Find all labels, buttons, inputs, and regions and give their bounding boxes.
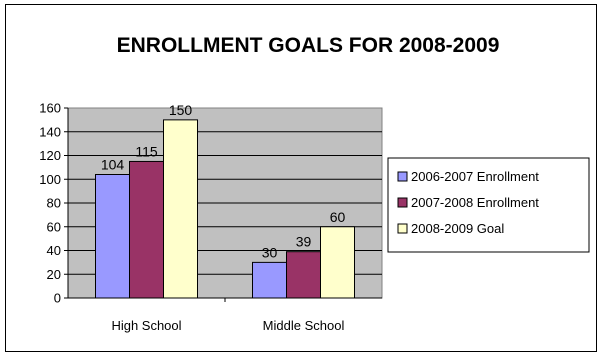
plot-area: 0 20 40 60 80 100 120 140 160 104 115 150 High Schoo…	[39, 101, 383, 333]
data-label: 60	[330, 209, 346, 225]
legend-label: 2008-2009 Goal	[411, 221, 504, 236]
y-tick-label: 80	[47, 196, 61, 211]
data-label: 30	[262, 244, 278, 260]
x-tick-label: Middle School	[263, 318, 345, 333]
data-label: 104	[101, 157, 125, 173]
bar	[320, 226, 355, 299]
chart-title: ENROLLMENT GOALS FOR 2008-2009	[117, 34, 500, 57]
chart-frame: ENROLLMENT GOALS FOR 2008-2009 0 20 40 60 80…	[5, 4, 597, 352]
y-tick-label: 100	[39, 172, 61, 187]
y-tick-label: 120	[39, 148, 61, 163]
y-tick-label: 60	[47, 219, 61, 234]
legend-label: 2006-2007 Enrollment	[411, 169, 539, 184]
legend-swatch	[397, 223, 408, 234]
legend-box	[387, 157, 590, 253]
bar	[286, 251, 321, 299]
bar	[95, 174, 130, 299]
y-tick-label: 160	[39, 101, 61, 116]
legend-label: 2007-2008 Enrollment	[411, 195, 539, 210]
legend-swatch	[397, 197, 408, 208]
legend: 2006-2007 Enrollment 2007-2008 Enrollment…	[387, 157, 590, 253]
bar-chart: ENROLLMENT GOALS FOR 2008-2009 0 20 40 60 80…	[39, 34, 590, 333]
x-tick-label: High School	[111, 318, 181, 333]
y-tick-label: 0	[54, 291, 61, 306]
data-label: 150	[169, 102, 193, 118]
bar	[163, 119, 198, 299]
y-tick-label: 140	[39, 124, 61, 139]
bar	[129, 160, 164, 299]
legend-swatch	[397, 171, 408, 182]
data-label: 39	[296, 234, 312, 250]
y-tick-label: 20	[47, 267, 61, 282]
data-label: 115	[135, 143, 158, 159]
y-tick-label: 40	[47, 243, 61, 258]
bar	[252, 261, 287, 299]
